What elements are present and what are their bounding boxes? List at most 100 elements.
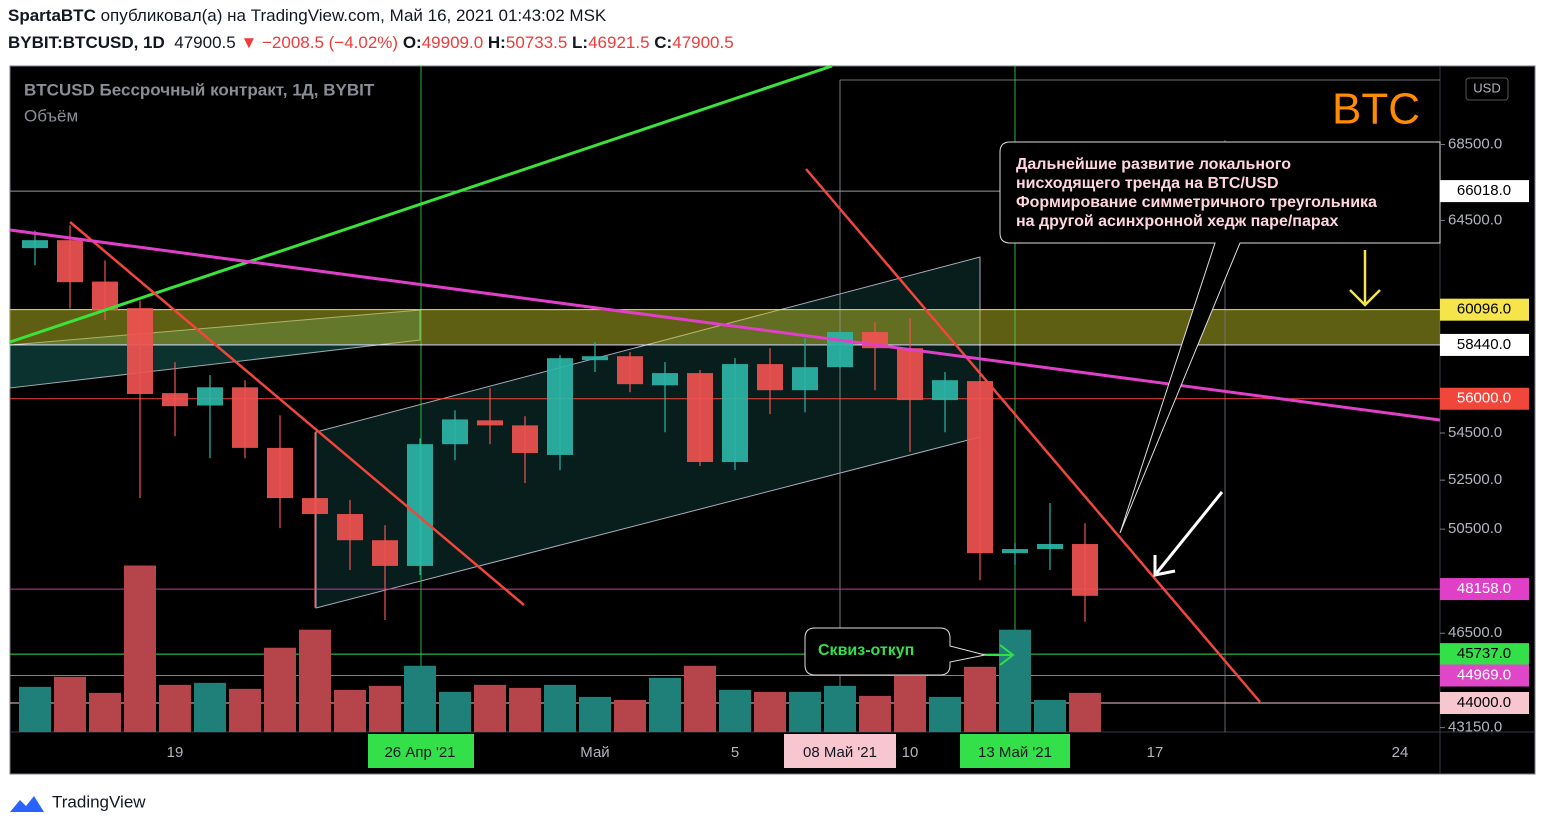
volume-bar	[299, 629, 331, 732]
candle-body	[232, 387, 258, 448]
x-tick-label: 24	[1392, 744, 1409, 761]
candle-body	[407, 444, 433, 566]
price-label: 48158.0	[1457, 580, 1511, 597]
volume-bar	[474, 684, 506, 732]
author: SpartaBTC	[8, 6, 96, 25]
candle-body	[302, 498, 328, 515]
volume-bar	[369, 685, 401, 732]
marks	[10, 190, 1440, 732]
y-tick-label: 54500.0	[1448, 424, 1502, 441]
y-tick-label: 64500.0	[1448, 211, 1502, 228]
brand: TradingView	[52, 792, 146, 811]
arrow	[1153, 491, 1224, 577]
annotation: нисходящего тренда на BTC/USD	[1016, 175, 1279, 192]
label: O:	[402, 33, 422, 52]
candle-body	[1002, 549, 1028, 554]
volume-bar	[719, 689, 751, 732]
price-label-bg	[1440, 664, 1529, 687]
price-label: 44000.0	[1457, 694, 1511, 711]
value: 49909.0	[421, 33, 484, 52]
y-tick-label: 46500.0	[1448, 624, 1502, 641]
y-tick-label: 68500.0	[1448, 136, 1502, 153]
trend-line	[9, 228, 1441, 422]
x-tick-label: Май	[580, 744, 609, 761]
candle-body	[687, 373, 713, 463]
x-tick-label: 5	[731, 744, 739, 761]
volume-bar	[929, 696, 961, 732]
header-line: SpartaBTC опубликовал(а) на TradingView.…	[8, 6, 606, 26]
currency: USD	[1473, 80, 1500, 95]
watermark: BTC	[1332, 85, 1420, 134]
candle-body	[1037, 543, 1063, 550]
candle-body	[512, 425, 538, 454]
logo: TradingView	[10, 792, 146, 812]
candle-body	[582, 356, 608, 361]
volume-bar	[999, 629, 1031, 732]
volume-bar	[754, 691, 786, 732]
candle-body	[442, 419, 468, 445]
y-tick-label: 50500.0	[1448, 520, 1502, 537]
x-tick-label: 08 Май '21	[803, 744, 877, 761]
value: 47900.5	[672, 33, 734, 52]
annotation: Формирование симметричного треугольника	[1016, 194, 1377, 211]
volume-bar	[334, 689, 366, 732]
x-highlight	[784, 734, 896, 768]
price-label-bg	[1440, 387, 1529, 410]
currency-box	[1465, 77, 1509, 101]
volume-bar	[894, 669, 926, 732]
volume-bar	[264, 647, 296, 732]
volume-bar	[89, 692, 121, 732]
volume-bar	[54, 676, 86, 732]
candle-body	[57, 240, 83, 283]
symbol: BYBIT:BTCUSD, 1D	[8, 33, 165, 52]
volume-bar	[684, 665, 716, 732]
x-tick-label: 10	[902, 744, 919, 761]
x-tick-label: 19	[167, 744, 184, 761]
price-label: 44969.0	[1457, 666, 1511, 683]
value: 46921.5	[588, 33, 650, 52]
price-label: 58440.0	[1457, 336, 1511, 353]
candle-body	[372, 540, 398, 566]
trend-line	[69, 221, 525, 606]
candle-body	[127, 308, 153, 395]
price-label-bg	[1440, 180, 1529, 203]
candle-body	[827, 332, 853, 368]
candle-body	[722, 364, 748, 463]
candle-body	[1072, 544, 1098, 596]
volume-bar	[229, 688, 261, 732]
x-highlight	[368, 734, 474, 768]
last: 47900.5	[174, 33, 236, 52]
volume-bar	[824, 685, 856, 732]
change: ▼ −2008.5 (−4.02%)	[240, 33, 399, 52]
volume-bar	[404, 665, 436, 732]
volume-bar	[789, 691, 821, 732]
volume-bar	[509, 687, 541, 732]
candle-body	[162, 393, 188, 407]
volume-bar	[579, 696, 611, 732]
logo-icon	[10, 796, 44, 812]
published: опубликовал(а) на TradingView.com, Май 1…	[100, 6, 607, 25]
arrow	[1349, 250, 1381, 307]
arrow	[985, 644, 1015, 666]
y-axis: 68500.0 64500.0 54500.0 52500.0 50500.0 46500…	[1440, 136, 1529, 736]
trend-line	[805, 168, 1261, 703]
label: H:	[487, 33, 506, 52]
y-tick-label: 52500.0	[1448, 471, 1502, 488]
candle-body	[337, 514, 363, 541]
volume-bar	[194, 682, 226, 732]
candle-body	[757, 364, 783, 391]
candle-body	[267, 447, 293, 499]
candle-body	[197, 387, 223, 406]
price-label-bg	[1440, 298, 1529, 321]
volume-bar	[614, 699, 646, 732]
x-highlight	[960, 734, 1070, 768]
volume-bar	[964, 666, 996, 732]
volume-bar	[859, 695, 891, 732]
y-tick-label: 43150.0	[1448, 719, 1502, 736]
candle-body	[22, 240, 48, 249]
price-label: 45737.0	[1457, 645, 1511, 662]
annotation: Дальнейшие развитие локального	[1016, 156, 1291, 173]
x-tick-label: 26 Апр '21	[384, 744, 455, 761]
candle-body	[792, 367, 818, 391]
